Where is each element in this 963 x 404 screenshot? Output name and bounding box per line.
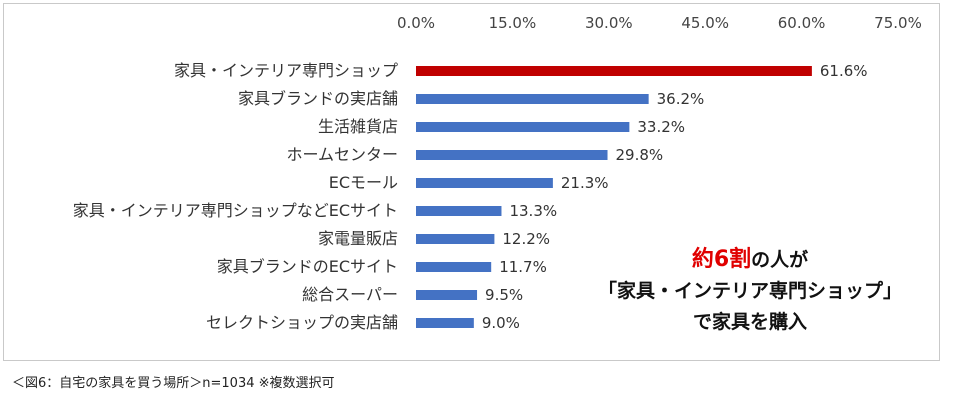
callout-highlight: 約6割 [691,247,752,272]
bars [416,66,812,328]
category-label: 家具ブランドのECサイト [217,257,398,276]
category-label: 家具ブランドの実店舗 [238,89,398,108]
data-label: 21.3% [561,174,609,192]
bar [416,318,474,328]
data-label: 33.2% [637,118,685,136]
bar [416,234,495,244]
figure-caption: ＜図6：自宅の家具を買う場所＞n=1034 ※複数選択可 [12,376,335,391]
category-label: ECモール [329,173,398,192]
bar [416,178,553,188]
bar [416,94,649,104]
callout: 約6割の人が 「家具・インテリア専門ショップ」 で家具を購入 [560,244,940,338]
bar [416,290,478,300]
x-tick-label: 30.0% [585,14,633,32]
x-axis-ticks: 0.0% 15.0% 30.0% 45.0% 60.0% 75.0% [397,14,922,32]
category-label: 家具・インテリア専門ショップ [174,61,398,80]
bar [416,206,502,216]
x-tick-label: 15.0% [489,14,537,32]
callout-line-2: 「家具・インテリア専門ショップ」 [597,280,902,302]
callout-line-3: で家具を購入 [692,311,807,333]
data-label: 9.0% [482,314,520,332]
data-label: 36.2% [657,90,705,108]
category-label: 生活雑貨店 [318,117,398,136]
category-label: セレクトショップの実店舗 [206,313,398,332]
category-label: 家具・インテリア専門ショップなどECサイト [73,201,398,220]
data-label: 13.3% [509,202,557,220]
callout-line-1-rest: の人が [751,249,809,271]
bar [416,262,492,272]
x-tick-label: 75.0% [874,14,922,32]
x-tick-label: 0.0% [397,14,435,32]
bar [416,122,630,132]
value-labels: 61.6% 36.2% 33.2% 29.8% 21.3%13.3% 12.2% 11.7%… [482,62,868,332]
data-label: 61.6% [820,62,868,80]
x-tick-label: 60.0% [778,14,826,32]
callout-line-1: 約6割の人が [560,244,940,276]
x-tick-label: 45.0% [681,14,729,32]
category-label: 家電量販店 [318,229,398,248]
bar [416,66,812,76]
data-label: 11.7% [499,258,547,276]
data-label: 12.2% [502,230,550,248]
data-label: 9.5% [485,286,523,304]
category-label: ホームセンター [286,145,398,164]
category-label: 総合スーパー [302,285,398,304]
bar [416,150,608,160]
data-label: 29.8% [616,146,664,164]
